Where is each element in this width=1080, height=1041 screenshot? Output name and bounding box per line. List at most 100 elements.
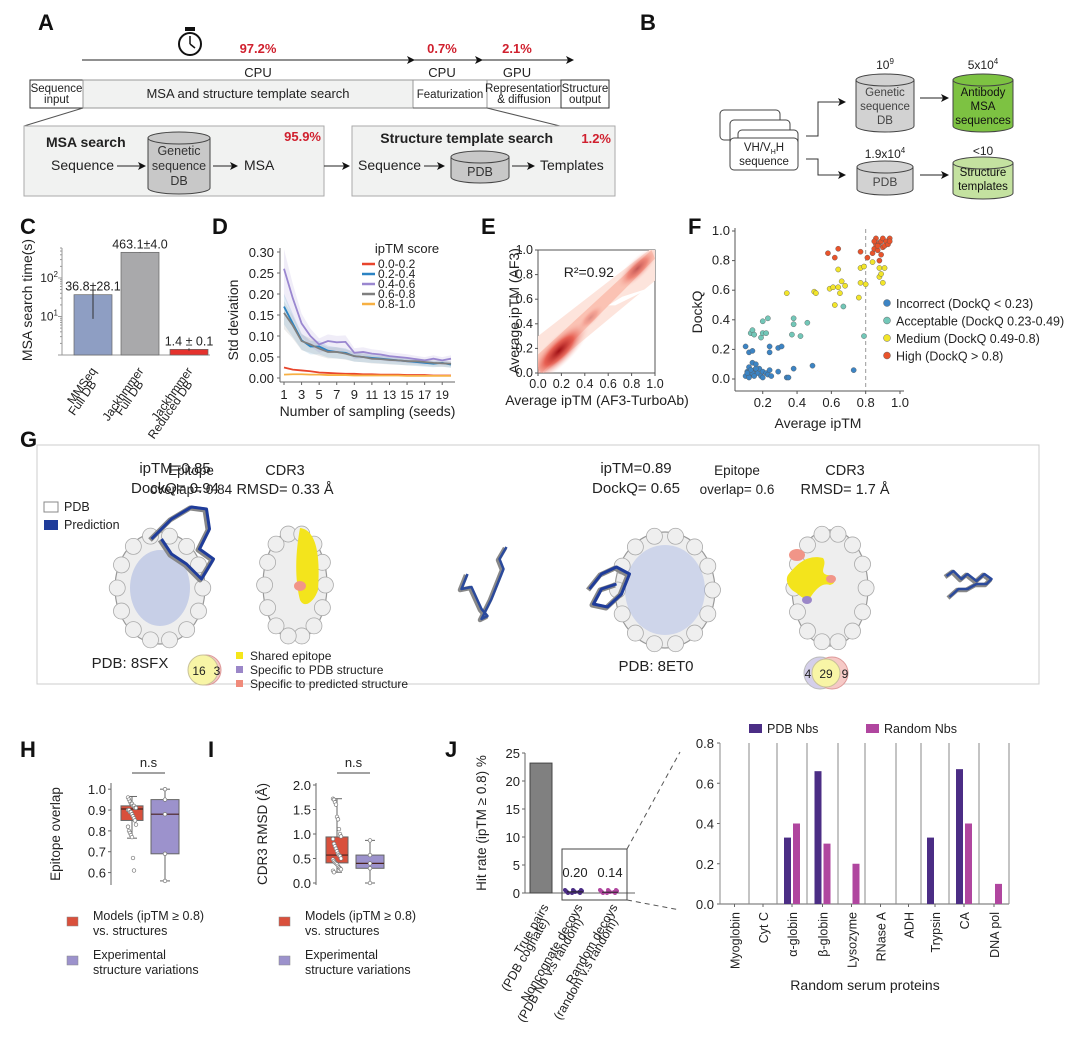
msa-output-label: MSA bbox=[244, 157, 275, 173]
result-label: Structure bbox=[960, 167, 1007, 179]
y-tick-label: 0.2 bbox=[696, 857, 714, 872]
data-point bbox=[129, 834, 135, 840]
surface-bump bbox=[813, 633, 831, 651]
data-point bbox=[783, 290, 790, 296]
x-tick-label: ADH bbox=[903, 912, 917, 938]
data-point bbox=[162, 797, 168, 802]
pdb-specific-patch bbox=[802, 596, 812, 604]
iptm-value: ipTM=0.85 bbox=[139, 460, 210, 477]
y-axis-label: DockQ bbox=[689, 291, 705, 334]
x-tick-label: 0.4 bbox=[576, 377, 593, 391]
data-point bbox=[869, 259, 876, 265]
box bbox=[150, 799, 180, 855]
dockq-value: DockQ= 0.94 bbox=[131, 480, 219, 497]
data-point bbox=[876, 257, 883, 264]
pipeline-stage bbox=[486, 79, 562, 109]
density-plot bbox=[538, 250, 655, 373]
input-label: VH/VHH bbox=[744, 142, 784, 156]
pipeline-stage bbox=[560, 79, 610, 109]
legend-swatch bbox=[66, 916, 79, 927]
venn-shared-count: 16 bbox=[192, 664, 206, 678]
data-point bbox=[837, 290, 843, 296]
venn-legend-label: Specific to predicted structure bbox=[250, 677, 408, 691]
legend-label: 0.2-0.4 bbox=[378, 267, 416, 281]
x-tick-label: 0.8 bbox=[623, 377, 640, 391]
x-tick-label: 0.6 bbox=[822, 395, 840, 410]
legend-label: vs. structures bbox=[305, 924, 379, 938]
data-point bbox=[832, 302, 838, 308]
surface-bump bbox=[829, 525, 847, 543]
y-tick-label: 0.25 bbox=[249, 266, 274, 281]
x-tick-label: 19 bbox=[436, 388, 450, 402]
data-point bbox=[367, 880, 373, 886]
pipeline-stage bbox=[412, 79, 488, 109]
y-tick-label: 0.6 bbox=[516, 292, 533, 306]
data-point bbox=[775, 368, 781, 375]
cylinder-top bbox=[147, 131, 211, 145]
legend-swatch bbox=[66, 955, 79, 966]
surface-bump bbox=[857, 579, 875, 597]
y-tick-label: 0.30 bbox=[249, 245, 274, 260]
y-axis-label: CDR3 RMSD (Å) bbox=[255, 783, 270, 885]
venn-legend-swatch bbox=[236, 652, 243, 659]
surface-bump bbox=[267, 535, 285, 553]
legend-label: structure variations bbox=[93, 963, 199, 977]
stage-label: input bbox=[44, 94, 70, 106]
legend-label: Experimental bbox=[305, 948, 378, 962]
pdb-cylinder bbox=[450, 150, 510, 184]
y-tick-label: 0.8 bbox=[88, 824, 106, 839]
data-point bbox=[766, 349, 773, 356]
panel-label: B bbox=[640, 10, 656, 35]
surface-bump bbox=[667, 635, 684, 653]
db-label: Genetic bbox=[157, 144, 200, 158]
y-tick-label: 0.4 bbox=[696, 817, 714, 832]
data-point bbox=[367, 866, 373, 871]
data-point bbox=[162, 787, 168, 792]
surface-bump bbox=[704, 581, 721, 599]
bar-Random Nbs bbox=[852, 863, 860, 904]
result-label: templates bbox=[958, 181, 1008, 193]
bar-PDB Nbs bbox=[956, 769, 963, 904]
y-tick-label: 0.0 bbox=[516, 366, 533, 380]
surface-bump bbox=[626, 624, 644, 642]
surface-bump bbox=[813, 525, 831, 543]
db-label: PDB bbox=[873, 175, 898, 189]
y-axis-label: Average ipTM (AF3) bbox=[506, 248, 522, 374]
data-point bbox=[825, 250, 831, 256]
y-tick-label: 0.8 bbox=[712, 253, 730, 268]
data-point bbox=[886, 238, 893, 245]
pdb-cylinder bbox=[856, 160, 914, 196]
panel-label: F bbox=[688, 214, 701, 239]
db-size-label: 1.9x104 bbox=[865, 146, 906, 161]
data-point bbox=[871, 238, 878, 245]
predicted-specific-patch bbox=[789, 549, 805, 561]
data-point bbox=[778, 343, 785, 350]
surface-bump bbox=[699, 605, 717, 623]
data-point bbox=[763, 330, 769, 336]
x-tick-label: 5 bbox=[316, 387, 323, 402]
surface-bump bbox=[686, 538, 704, 556]
surface-bump bbox=[259, 599, 277, 617]
data-point bbox=[601, 891, 605, 895]
bar bbox=[529, 762, 553, 894]
legend-marker bbox=[883, 316, 891, 325]
legend-label: Random Nbs bbox=[884, 722, 957, 736]
x-tick-label: 3 bbox=[298, 387, 305, 402]
epitope-overlap-value: overlap= 0.6 bbox=[700, 482, 775, 497]
x-tick-label: α-globin bbox=[786, 912, 800, 957]
cylinder-body bbox=[952, 79, 1014, 133]
venn-legend-label: Specific to PDB structure bbox=[250, 663, 384, 677]
cdr3-rmsd-value: CDR3 bbox=[265, 463, 304, 479]
data-point bbox=[880, 279, 886, 286]
zoom-line bbox=[23, 107, 84, 127]
predicted-specific-patch bbox=[294, 581, 306, 591]
surface-bump bbox=[279, 627, 297, 645]
data-point bbox=[759, 374, 766, 381]
cylinder-top bbox=[855, 73, 915, 87]
y-tick-label: 0.20 bbox=[249, 287, 274, 302]
data-point bbox=[785, 374, 792, 381]
data-point bbox=[861, 333, 867, 339]
data-point bbox=[330, 836, 336, 842]
legend-marker bbox=[883, 334, 891, 342]
data-point bbox=[162, 851, 168, 856]
